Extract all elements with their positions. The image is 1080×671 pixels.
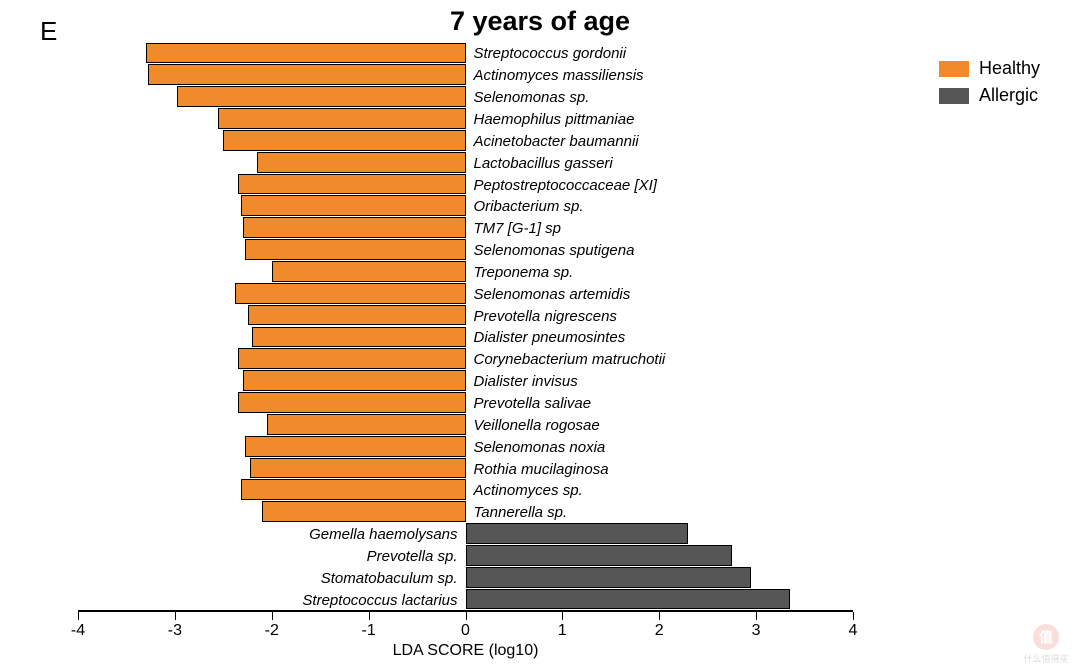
bar-label: Selenomonas sputigena xyxy=(474,241,635,262)
bar-label: Tannerella sp. xyxy=(474,503,568,524)
bar-label: Prevotella salivae xyxy=(474,394,592,415)
bar-label: Lactobacillus gasseri xyxy=(474,154,613,175)
bar-label: TM7 [G-1] sp xyxy=(474,219,562,240)
x-tick xyxy=(659,612,660,620)
bar xyxy=(238,392,466,413)
bar-label: Acinetobacter baumannii xyxy=(474,132,639,153)
bar xyxy=(262,501,465,522)
bar-label: Selenomonas noxia xyxy=(474,438,606,459)
bar xyxy=(245,239,466,260)
x-tick-label: -1 xyxy=(362,622,376,640)
bar xyxy=(218,108,465,129)
x-tick-label: -3 xyxy=(168,622,182,640)
bar-label: Oribacterium sp. xyxy=(474,197,584,218)
legend-swatch xyxy=(939,88,969,104)
x-tick-label: 4 xyxy=(849,622,858,640)
bar xyxy=(257,152,465,173)
x-axis-title: LDA SCORE (log10) xyxy=(393,642,539,660)
x-tick-label: 2 xyxy=(655,622,664,640)
watermark-text: 什么值得买 xyxy=(1023,652,1068,665)
legend-label: Healthy xyxy=(979,58,1040,79)
bar xyxy=(245,436,466,457)
x-tick-label: 0 xyxy=(461,622,470,640)
bar-label: Dialister pneumosintes xyxy=(474,328,626,349)
bar-label: Corynebacterium matruchotii xyxy=(474,350,666,371)
x-tick-label: -2 xyxy=(265,622,279,640)
x-tick xyxy=(756,612,757,620)
bar-label: Actinomyces massiliensis xyxy=(474,66,644,87)
bar xyxy=(466,589,791,610)
bar xyxy=(466,545,732,566)
bar-label: Gemella haemolysans xyxy=(309,525,457,546)
bar-label: Treponema sp. xyxy=(474,263,574,284)
x-tick xyxy=(369,612,370,620)
x-tick xyxy=(466,612,467,620)
bar xyxy=(146,43,466,64)
chart-title: 7 years of age xyxy=(0,6,1080,37)
bar xyxy=(241,195,466,216)
bar-label: Rothia mucilaginosa xyxy=(474,460,609,481)
bar xyxy=(177,86,466,107)
bar-label: Streptococcus gordonii xyxy=(474,44,627,65)
legend-label: Allergic xyxy=(979,85,1038,106)
x-tick xyxy=(853,612,854,620)
bar-label: Prevotella sp. xyxy=(367,547,458,568)
bar xyxy=(241,479,466,500)
bar-label: Actinomyces sp. xyxy=(474,481,583,502)
bar xyxy=(250,458,465,479)
bar xyxy=(267,414,466,435)
bar xyxy=(248,305,466,326)
bar xyxy=(466,567,752,588)
bar-label: Haemophilus pittmaniae xyxy=(474,110,635,131)
watermark-badge: 值 xyxy=(1033,624,1059,650)
bar-label: Streptococcus lactarius xyxy=(302,591,457,612)
bar-label: Selenomonas artemidis xyxy=(474,285,631,306)
bar-label: Veillonella rogosae xyxy=(474,416,600,437)
x-tick xyxy=(78,612,79,620)
bar xyxy=(223,130,465,151)
bar xyxy=(243,370,466,391)
legend-swatch xyxy=(939,61,969,77)
bar xyxy=(252,327,465,348)
x-tick-label: 3 xyxy=(752,622,761,640)
bar xyxy=(238,348,466,369)
x-tick-label: 1 xyxy=(558,622,567,640)
bar-label: Prevotella nigrescens xyxy=(474,307,617,328)
watermark: 值 什么值得买 xyxy=(1016,621,1076,667)
bar-label: Stomatobaculum sp. xyxy=(321,569,458,590)
bar xyxy=(272,261,466,282)
legend: Healthy Allergic xyxy=(939,58,1040,106)
bar-label: Selenomonas sp. xyxy=(474,88,590,109)
plot-area: Streptococcus gordoniiActinomyces massil… xyxy=(78,42,853,610)
legend-item-healthy: Healthy xyxy=(939,58,1040,79)
x-tick xyxy=(562,612,563,620)
bar-label: Peptostreptococcaceae [XI] xyxy=(474,176,657,197)
bar xyxy=(466,523,689,544)
legend-item-allergic: Allergic xyxy=(939,85,1040,106)
bar xyxy=(148,64,466,85)
bar-label: Dialister invisus xyxy=(474,372,578,393)
bar xyxy=(235,283,466,304)
x-tick xyxy=(272,612,273,620)
x-tick-label: -4 xyxy=(71,622,85,640)
bar xyxy=(243,217,466,238)
bar xyxy=(238,174,466,195)
x-tick xyxy=(175,612,176,620)
